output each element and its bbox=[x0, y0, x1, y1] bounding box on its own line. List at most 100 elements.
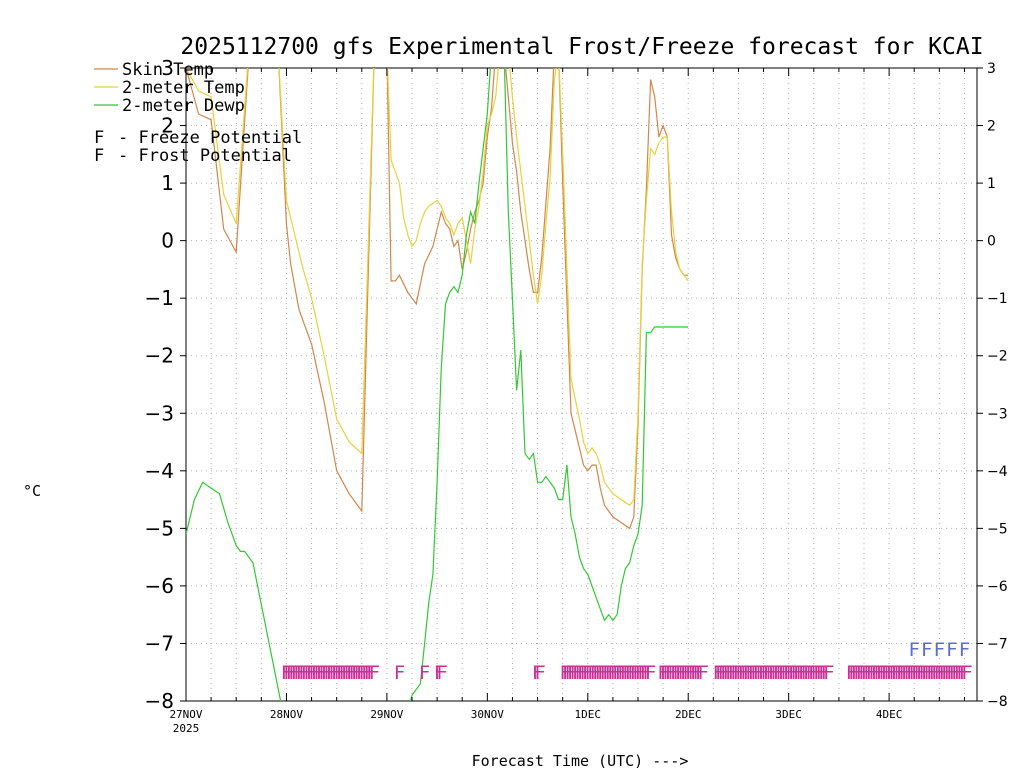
freeze-mark: F bbox=[886, 662, 897, 684]
freeze-mark: F bbox=[567, 662, 578, 684]
freeze-mark: F bbox=[871, 662, 882, 684]
freeze-mark: F bbox=[602, 662, 613, 684]
freeze-mark: F bbox=[313, 662, 324, 684]
freeze-mark: F bbox=[901, 662, 912, 684]
freeze-mark: F bbox=[924, 662, 935, 684]
freeze-mark: F bbox=[675, 662, 686, 684]
freeze-mark: F bbox=[369, 662, 380, 684]
freeze-mark: F bbox=[723, 662, 734, 684]
freeze-mark: F bbox=[931, 662, 942, 684]
y-tick-label-left: −1 bbox=[145, 286, 174, 310]
freeze-mark: F bbox=[873, 662, 884, 684]
freeze-mark: F bbox=[577, 662, 588, 684]
legend-label-frost: - Frost Potential bbox=[118, 146, 292, 166]
freeze-mark: F bbox=[597, 662, 608, 684]
freeze-mark: F bbox=[341, 662, 352, 684]
legend-label-dewp2m: 2-meter Dewp bbox=[122, 96, 245, 116]
freeze-mark: F bbox=[821, 662, 832, 684]
freeze-mark: F bbox=[635, 662, 646, 684]
freeze-mark: F bbox=[286, 662, 297, 684]
freeze-mark: F bbox=[632, 662, 643, 684]
freeze-mark: F bbox=[690, 662, 701, 684]
freeze-mark: F bbox=[283, 662, 294, 684]
freeze-mark: F bbox=[793, 662, 804, 684]
freeze-mark: F bbox=[569, 662, 580, 684]
freeze-mark: F bbox=[770, 662, 781, 684]
y-tick-label-left: −5 bbox=[145, 516, 174, 540]
freeze-mark: F bbox=[331, 662, 342, 684]
freeze-mark: F bbox=[620, 662, 631, 684]
freeze-mark: F bbox=[607, 662, 618, 684]
freeze-mark: F bbox=[775, 662, 786, 684]
freeze-mark: F bbox=[665, 662, 676, 684]
freeze-mark: F bbox=[758, 662, 769, 684]
y-tick-label-left: −3 bbox=[145, 401, 174, 425]
freeze-mark: F bbox=[765, 662, 776, 684]
frost-mark: F bbox=[946, 639, 957, 661]
freeze-mark: F bbox=[625, 662, 636, 684]
frost-mark: F bbox=[908, 639, 919, 661]
freeze-mark: F bbox=[790, 662, 801, 684]
freeze-mark: F bbox=[316, 662, 327, 684]
freeze-mark: F bbox=[929, 662, 940, 684]
freeze-mark: F bbox=[911, 662, 922, 684]
freeze-mark: F bbox=[695, 662, 706, 684]
freeze-mark: F bbox=[743, 662, 754, 684]
freeze-mark: F bbox=[361, 662, 372, 684]
freeze-mark: F bbox=[326, 662, 337, 684]
freeze-mark: F bbox=[863, 662, 874, 684]
y-tick-label-right: −7 bbox=[987, 636, 1008, 652]
freeze-mark: F bbox=[436, 662, 447, 684]
plot-frame bbox=[185, 67, 978, 702]
freeze-mark: F bbox=[725, 662, 736, 684]
freeze-mark: F bbox=[587, 662, 598, 684]
freeze-mark: F bbox=[595, 662, 606, 684]
freeze-mark: F bbox=[848, 662, 859, 684]
freeze-mark: F bbox=[359, 662, 370, 684]
freeze-mark: F bbox=[949, 662, 960, 684]
freeze-mark: F bbox=[298, 662, 309, 684]
freeze-mark: F bbox=[693, 662, 704, 684]
freeze-mark: F bbox=[685, 662, 696, 684]
freeze-mark: F bbox=[366, 662, 377, 684]
freeze-mark: F bbox=[301, 662, 312, 684]
y-tick-label-right: 2 bbox=[987, 119, 996, 135]
freeze-mark: F bbox=[956, 662, 967, 684]
frost-mark: F bbox=[934, 639, 945, 661]
y-tick-label-right: 1 bbox=[987, 176, 996, 192]
freeze-mark: F bbox=[680, 662, 691, 684]
freeze-mark: F bbox=[612, 662, 623, 684]
freeze-mark: F bbox=[296, 662, 307, 684]
series-lines bbox=[186, 68, 689, 701]
freeze-mark: F bbox=[858, 662, 869, 684]
freeze-mark: F bbox=[311, 662, 322, 684]
freeze-mark: F bbox=[575, 662, 586, 684]
freeze-mark: F bbox=[778, 662, 789, 684]
freeze-mark: F bbox=[755, 662, 766, 684]
freeze-mark: F bbox=[846, 662, 857, 684]
freeze-mark: F bbox=[738, 662, 749, 684]
freeze-mark: F bbox=[944, 662, 955, 684]
freeze-mark: F bbox=[582, 662, 593, 684]
freeze-mark: F bbox=[677, 662, 688, 684]
freeze-mark: F bbox=[750, 662, 761, 684]
freeze-mark: F bbox=[883, 662, 894, 684]
y-axis-left: 3 2 1 0 −1 −2 −3 −4 −5 −6 −7 −8 bbox=[145, 56, 186, 713]
freeze-mark: F bbox=[662, 662, 673, 684]
freeze-mark: F bbox=[906, 662, 917, 684]
freeze-mark: F bbox=[898, 662, 909, 684]
freeze-mark: F bbox=[946, 662, 957, 684]
freeze-mark: F bbox=[954, 662, 965, 684]
freeze-mark: F bbox=[306, 662, 317, 684]
freeze-mark: F bbox=[785, 662, 796, 684]
freeze-mark: F bbox=[903, 662, 914, 684]
freeze-mark: F bbox=[617, 662, 628, 684]
freeze-mark: F bbox=[622, 662, 633, 684]
x-tick-label: 4DEC bbox=[876, 708, 903, 721]
freeze-mark: F bbox=[768, 662, 779, 684]
y-axis-label: °C bbox=[23, 482, 41, 500]
freeze-mark: F bbox=[630, 662, 641, 684]
legend-label-temp2m: 2-meter Temp bbox=[122, 78, 245, 98]
freeze-mark: F bbox=[959, 662, 970, 684]
